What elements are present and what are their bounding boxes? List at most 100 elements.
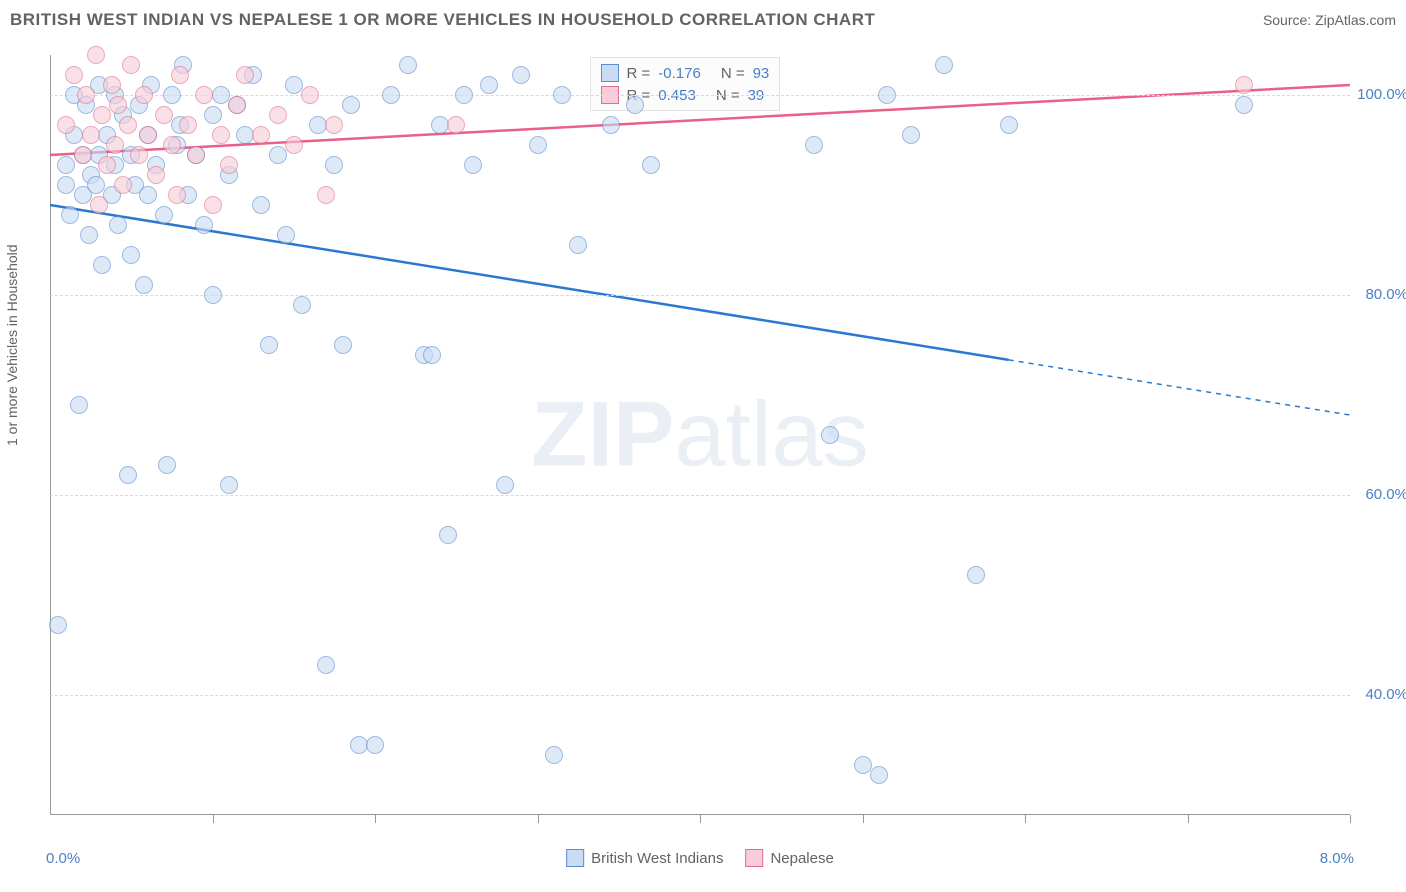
data-point-nep bbox=[301, 86, 319, 104]
data-point-nep bbox=[106, 136, 124, 154]
legend-item-nep: Nepalese bbox=[745, 849, 833, 867]
data-point-bwi bbox=[382, 86, 400, 104]
data-point-nep bbox=[1235, 76, 1253, 94]
data-point-nep bbox=[317, 186, 335, 204]
data-point-bwi bbox=[277, 226, 295, 244]
data-point-nep bbox=[119, 116, 137, 134]
data-point-bwi bbox=[285, 76, 303, 94]
data-point-bwi bbox=[87, 176, 105, 194]
data-point-nep bbox=[122, 56, 140, 74]
data-point-nep bbox=[285, 136, 303, 154]
data-point-bwi bbox=[496, 476, 514, 494]
data-point-bwi bbox=[317, 656, 335, 674]
x-tick bbox=[1350, 815, 1351, 823]
stats-box: R =-0.176N =93R =0.453N =39 bbox=[590, 57, 781, 111]
data-point-nep bbox=[252, 126, 270, 144]
source-attribution: Source: ZipAtlas.com bbox=[1263, 12, 1396, 28]
data-point-bwi bbox=[512, 66, 530, 84]
data-point-nep bbox=[171, 66, 189, 84]
x-tick bbox=[1188, 815, 1189, 823]
data-point-bwi bbox=[57, 156, 75, 174]
x-tick bbox=[375, 815, 376, 823]
data-point-nep bbox=[325, 116, 343, 134]
data-point-bwi bbox=[529, 136, 547, 154]
data-point-bwi bbox=[626, 96, 644, 114]
watermark: ZIPatlas bbox=[531, 383, 868, 488]
data-point-bwi bbox=[805, 136, 823, 154]
data-point-bwi bbox=[553, 86, 571, 104]
data-point-nep bbox=[82, 126, 100, 144]
data-point-bwi bbox=[569, 236, 587, 254]
data-point-nep bbox=[130, 146, 148, 164]
data-point-bwi bbox=[334, 336, 352, 354]
data-point-bwi bbox=[204, 106, 222, 124]
data-point-bwi bbox=[967, 566, 985, 584]
data-point-nep bbox=[187, 146, 205, 164]
legend-label-nep: Nepalese bbox=[770, 850, 833, 867]
y-tick-label: 40.0% bbox=[1365, 686, 1406, 703]
data-point-bwi bbox=[902, 126, 920, 144]
x-tick bbox=[863, 815, 864, 823]
stats-n-value: 93 bbox=[753, 65, 770, 82]
data-point-bwi bbox=[204, 286, 222, 304]
data-point-nep bbox=[77, 86, 95, 104]
data-point-nep bbox=[179, 116, 197, 134]
data-point-nep bbox=[93, 106, 111, 124]
data-point-bwi bbox=[122, 246, 140, 264]
data-point-nep bbox=[103, 76, 121, 94]
legend-item-bwi: British West Indians bbox=[566, 849, 723, 867]
data-point-bwi bbox=[80, 226, 98, 244]
data-point-nep bbox=[220, 156, 238, 174]
data-point-bwi bbox=[220, 476, 238, 494]
data-point-nep bbox=[135, 86, 153, 104]
x-tick-label-max: 8.0% bbox=[1320, 850, 1354, 867]
data-point-bwi bbox=[155, 206, 173, 224]
data-point-bwi bbox=[1000, 116, 1018, 134]
data-point-bwi bbox=[252, 196, 270, 214]
gridline bbox=[50, 695, 1350, 696]
data-point-nep bbox=[228, 96, 246, 114]
data-point-bwi bbox=[61, 206, 79, 224]
data-point-nep bbox=[65, 66, 83, 84]
y-axis-title: 1 or more Vehicles in Household bbox=[4, 244, 20, 446]
data-point-nep bbox=[168, 186, 186, 204]
data-point-nep bbox=[204, 196, 222, 214]
data-point-bwi bbox=[195, 216, 213, 234]
data-point-bwi bbox=[464, 156, 482, 174]
data-point-nep bbox=[57, 116, 75, 134]
stats-r-label: R = bbox=[627, 65, 651, 82]
x-tick bbox=[213, 815, 214, 823]
data-point-bwi bbox=[423, 346, 441, 364]
source-label: Source: bbox=[1263, 12, 1311, 28]
legend-swatch-bwi bbox=[566, 849, 584, 867]
legend: British West Indians Nepalese bbox=[566, 849, 834, 867]
data-point-nep bbox=[109, 96, 127, 114]
data-point-nep bbox=[90, 196, 108, 214]
data-point-bwi bbox=[545, 746, 563, 764]
data-point-bwi bbox=[139, 186, 157, 204]
data-point-bwi bbox=[269, 146, 287, 164]
data-point-bwi bbox=[602, 116, 620, 134]
plot-area: ZIPatlas R =-0.176N =93R =0.453N =39 0.0… bbox=[50, 55, 1350, 815]
data-point-nep bbox=[212, 126, 230, 144]
y-tick-label: 100.0% bbox=[1357, 86, 1406, 103]
data-point-bwi bbox=[163, 86, 181, 104]
data-point-bwi bbox=[135, 276, 153, 294]
data-point-nep bbox=[447, 116, 465, 134]
data-point-bwi bbox=[439, 526, 457, 544]
y-axis-line bbox=[50, 55, 51, 815]
data-point-nep bbox=[87, 46, 105, 64]
data-point-nep bbox=[195, 86, 213, 104]
data-point-nep bbox=[74, 146, 92, 164]
x-tick-label-min: 0.0% bbox=[46, 850, 80, 867]
source-name: ZipAtlas.com bbox=[1315, 12, 1396, 28]
data-point-bwi bbox=[399, 56, 417, 74]
x-tick bbox=[1025, 815, 1026, 823]
data-point-bwi bbox=[455, 86, 473, 104]
data-point-bwi bbox=[821, 426, 839, 444]
data-point-bwi bbox=[935, 56, 953, 74]
data-point-bwi bbox=[70, 396, 88, 414]
data-point-nep bbox=[98, 156, 116, 174]
data-point-bwi bbox=[212, 86, 230, 104]
legend-label-bwi: British West Indians bbox=[591, 850, 723, 867]
